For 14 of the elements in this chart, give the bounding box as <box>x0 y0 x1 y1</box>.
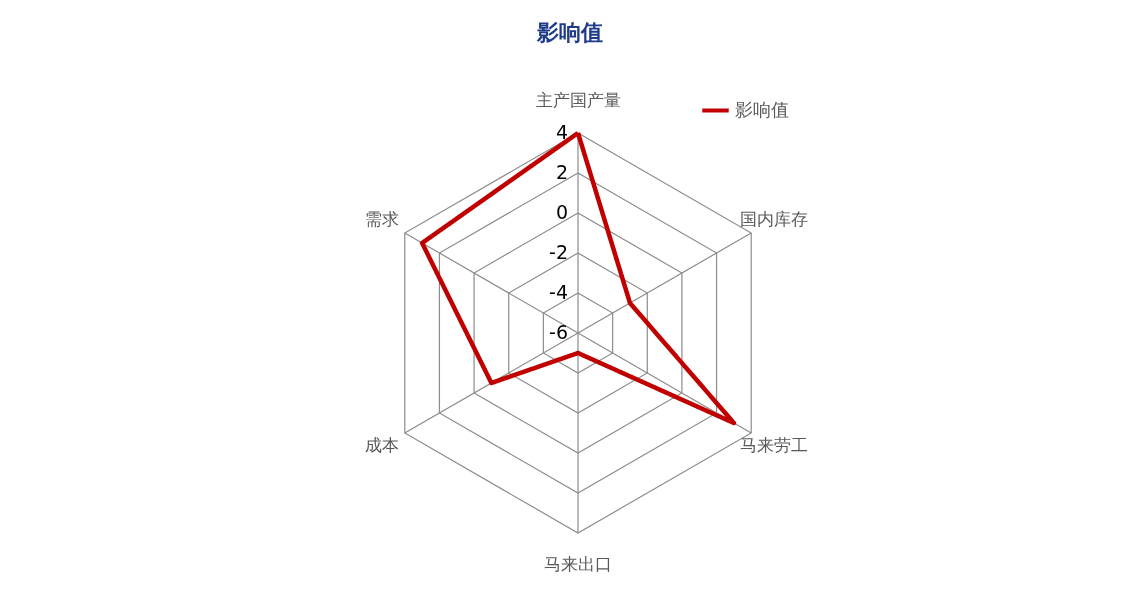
spoke-label: 需求 <box>365 209 400 229</box>
spoke-label: 国内库存 <box>739 209 808 229</box>
spoke-label: 主产国产量 <box>535 90 621 110</box>
y-tick-label: -4 <box>549 281 568 303</box>
legend-label: 影响值 <box>735 98 789 120</box>
y-tick-label: -2 <box>549 241 568 263</box>
spoke-label: 成本 <box>365 435 400 455</box>
spoke-label: 马来劳工 <box>739 435 808 455</box>
y-tick-label: 2 <box>555 161 568 183</box>
y-tick-label: 4 <box>555 121 568 143</box>
y-tick-label: -6 <box>549 321 568 343</box>
chart-title: 影响值 <box>536 20 603 45</box>
spoke-label: 马来出口 <box>544 554 612 574</box>
y-tick-label: 0 <box>555 201 568 223</box>
